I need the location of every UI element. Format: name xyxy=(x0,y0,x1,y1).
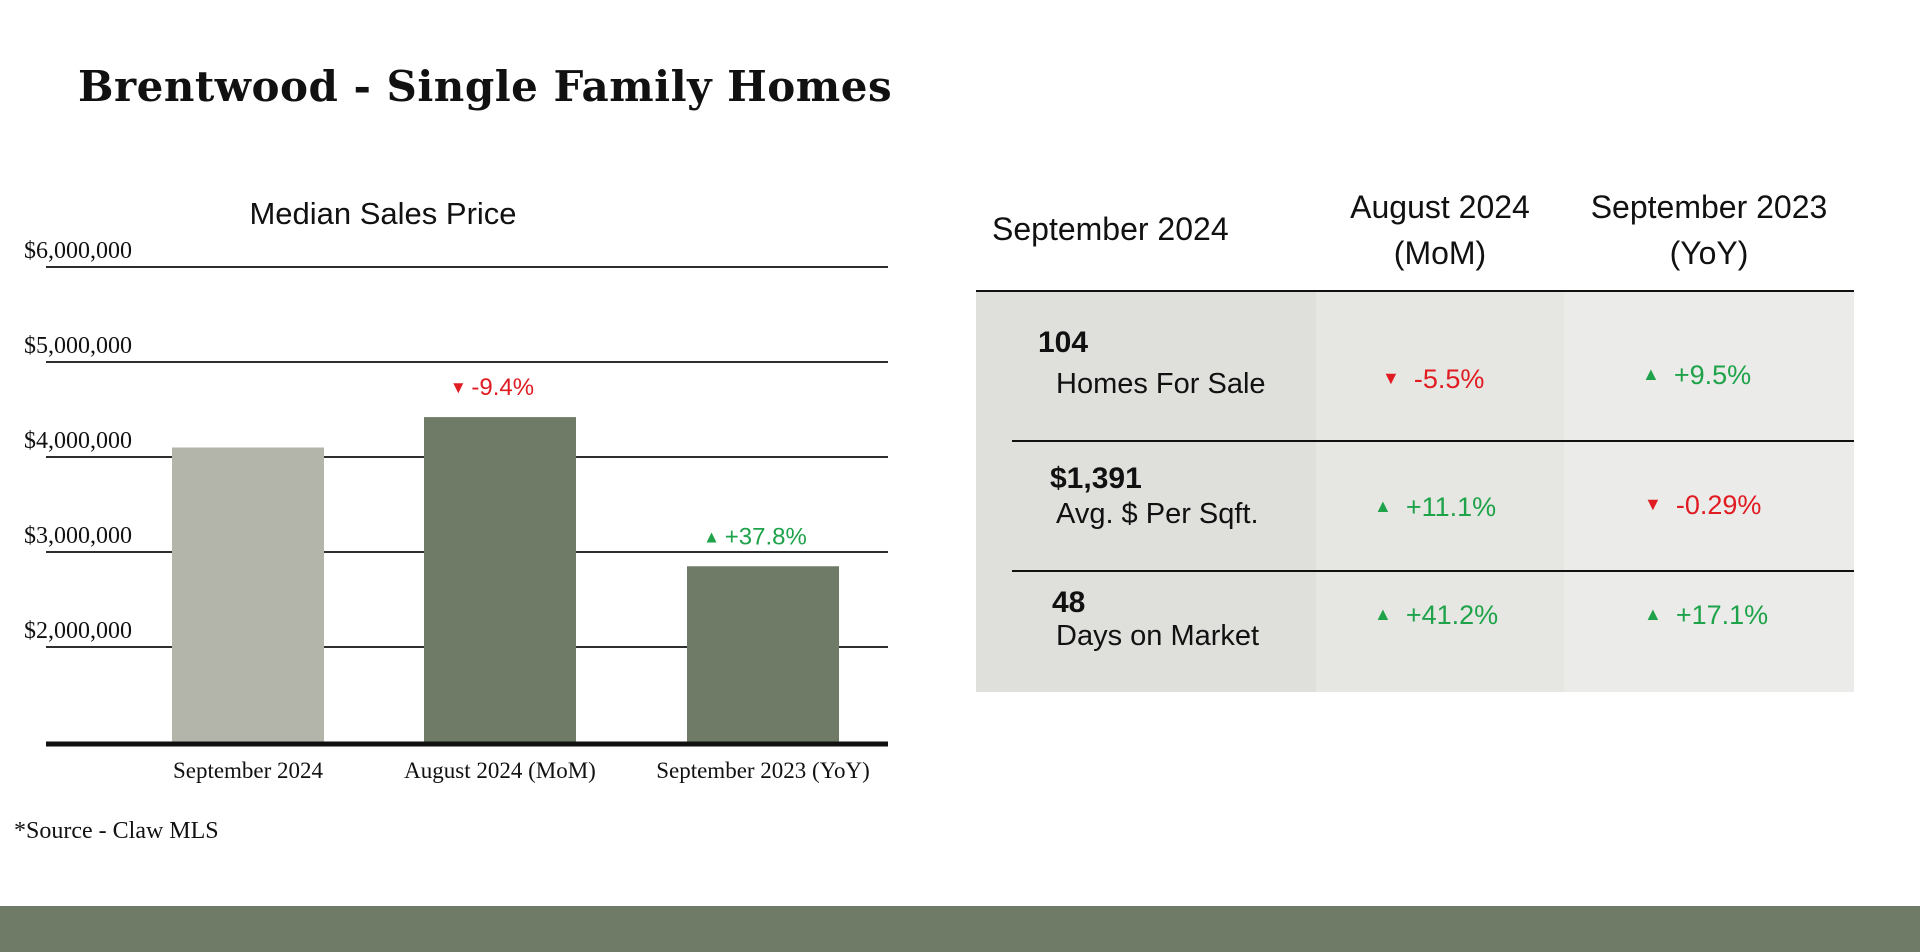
y-tick-label: $4,000,000 xyxy=(24,428,132,454)
arrow-up-icon: ▲ xyxy=(1642,364,1660,384)
x-tick-label: August 2024 (MoM) xyxy=(404,758,596,783)
metric-value: 104 xyxy=(1038,326,1089,359)
arrow-up-icon: ▲ xyxy=(1644,604,1662,624)
change-text: -0.29% xyxy=(1675,490,1762,520)
table-row-avg-price-per-sqft: $1,391 Avg. $ Per Sqft. ▲ +11.1% ▼ -0.29% xyxy=(976,442,1854,570)
change-text: +9.5% xyxy=(1673,360,1752,390)
metric-label: Homes For Sale xyxy=(1056,368,1266,400)
header-yoy-line1: September 2023 xyxy=(1590,189,1828,225)
column-band-current xyxy=(976,292,1316,692)
y-tick-label: $2,000,000 xyxy=(24,618,132,644)
arrow-down-icon: ▼ xyxy=(1382,368,1400,388)
header-yoy: September 2023 (YoY) xyxy=(1564,184,1854,276)
stats-table: September 2024 August 2024 (MoM) Septemb… xyxy=(976,180,1854,692)
change-text: +41.2% xyxy=(1405,600,1499,630)
arrow-up-icon: ▲ xyxy=(1374,604,1392,624)
column-band-yoy xyxy=(1564,292,1854,692)
page-title: Brentwood - Single Family Homes xyxy=(78,62,893,111)
chart-title: Median Sales Price xyxy=(249,196,516,231)
x-tick-label: September 2023 (YoY) xyxy=(656,758,870,783)
header-current-month: September 2024 xyxy=(992,211,1229,247)
table-row-days-on-market: 48 Days on Market ▲ +41.2% ▲ +17.1% xyxy=(976,572,1854,692)
x-tick-label: September 2024 xyxy=(173,758,324,783)
mom-change: ▼ -5.5% xyxy=(1382,364,1484,395)
header-mom: August 2024 (MoM) xyxy=(1316,184,1564,276)
yoy-change: ▲ +17.1% xyxy=(1644,600,1768,631)
metric-label: Days on Market xyxy=(1056,620,1260,652)
table-row-homes-for-sale: 104 Homes For Sale ▼ -5.5% ▲ +9.5% xyxy=(976,292,1854,440)
yoy-change: ▲ +9.5% xyxy=(1642,360,1751,391)
metric-value: $1,391 xyxy=(1050,462,1142,495)
mom-change: ▲ +11.1% xyxy=(1374,492,1496,523)
change-text: -5.5% xyxy=(1413,364,1485,394)
bar xyxy=(172,447,324,742)
stats-table-body: 104 Homes For Sale ▼ -5.5% ▲ +9.5% $1,391 … xyxy=(976,292,1854,692)
median-sales-price-chart: Median Sales Price $6,000,000 $5,000,000 $4… xyxy=(24,196,888,783)
arrow-up-icon: ▲ xyxy=(1374,496,1392,516)
row-divider xyxy=(1012,440,1854,442)
header-mom-line2: (MoM) xyxy=(1393,235,1487,271)
row-divider xyxy=(1012,570,1854,572)
source-note: *Source - Claw MLS xyxy=(14,818,219,844)
arrow-down-icon: ▼ xyxy=(1644,494,1662,514)
y-tick-label: $3,000,000 xyxy=(24,523,132,549)
metric-label: Avg. $ Per Sqft. xyxy=(1056,498,1259,530)
bar xyxy=(687,566,839,742)
data-label: ▲ +37.8% xyxy=(703,523,807,550)
y-tick-label: $6,000,000 xyxy=(24,238,132,264)
metric-value: 48 xyxy=(1052,586,1086,619)
column-band-mom xyxy=(1316,292,1564,692)
header-yoy-line2: (YoY) xyxy=(1669,235,1749,271)
y-tick-label: $5,000,000 xyxy=(24,333,132,359)
mom-change: ▲ +41.2% xyxy=(1374,600,1498,631)
change-text: +17.1% xyxy=(1675,600,1769,630)
data-label: ▼ -9.4% xyxy=(450,374,534,401)
bar xyxy=(424,417,576,742)
change-text: +11.1% xyxy=(1405,492,1497,522)
stats-table-header: September 2024 August 2024 (MoM) Septemb… xyxy=(976,180,1854,292)
yoy-change: ▼ -0.29% xyxy=(1644,490,1761,521)
header-mom-line1: August 2024 xyxy=(1350,189,1530,225)
footer-bar xyxy=(0,906,1920,952)
